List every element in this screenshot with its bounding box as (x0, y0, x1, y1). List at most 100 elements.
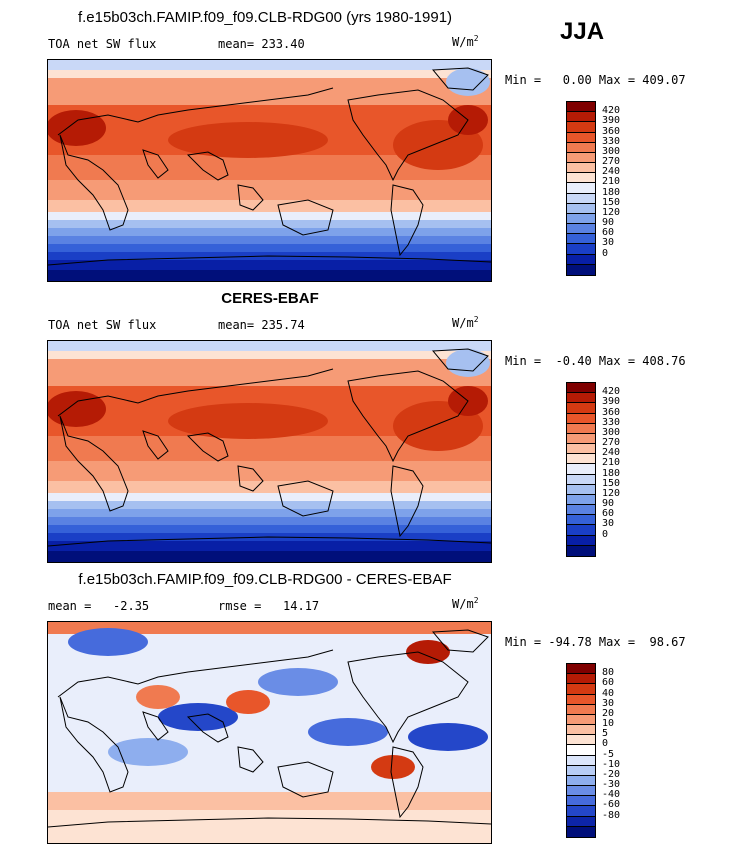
colorbar-cell (567, 535, 595, 546)
panel-3-map (47, 621, 492, 844)
map-field-blob (168, 122, 328, 158)
map-field-blob (168, 403, 328, 439)
colorbar-tick-label: 270 (602, 437, 621, 449)
colorbar-tick-label: -40 (602, 789, 621, 801)
colorbar-cell (567, 403, 595, 414)
colorbar-tick-label: 20 (602, 707, 615, 719)
map-band (48, 481, 491, 493)
coastline (48, 536, 491, 547)
colorbar-cell (567, 142, 595, 153)
colorbar-cell (567, 423, 595, 434)
map-field-blob (446, 68, 490, 96)
coastline (277, 480, 334, 517)
colorbar-cell (567, 173, 595, 184)
season-label: JJA (560, 18, 605, 45)
map-band (48, 228, 491, 236)
colorbar-cell (567, 193, 595, 204)
map-field-blob (371, 755, 415, 779)
colorbar-cell (567, 244, 595, 255)
colorbar-cell (567, 254, 595, 265)
map-band (48, 541, 491, 551)
colorbar-cell (567, 545, 595, 556)
colorbar-cell (567, 213, 595, 225)
coastline (59, 415, 129, 512)
coastline (59, 134, 129, 231)
map-band (48, 244, 491, 252)
colorbar-tick-label: 420 (602, 105, 621, 117)
coastline (390, 746, 424, 819)
colorbar-cell (567, 102, 595, 113)
coastline (347, 89, 469, 182)
panel-3-colorbar (566, 663, 596, 838)
colorbar-cell (567, 755, 595, 766)
colorbar-tick-label: 5 (602, 728, 609, 740)
colorbar-tick-label: 40 (602, 687, 615, 699)
map-field-blob (136, 685, 180, 709)
coastline (347, 370, 469, 463)
colorbar-tick-label: 300 (602, 426, 621, 438)
colorbar-cell (567, 484, 595, 495)
colorbar-tick-label: 150 (602, 477, 621, 489)
colorbar-cell (567, 664, 595, 675)
panel-1-colorbar-ticks: 420 390 360 330 300 270 240 210 180 150 120 90 60 30 0 (600, 101, 640, 274)
panel-1-minmax: Min = 0.00 Max = 409.07 (505, 73, 686, 87)
colorbar-cell (567, 464, 595, 475)
colorbar-cell (567, 132, 595, 143)
panel-2-colorbar (566, 382, 596, 557)
coastline (277, 761, 334, 798)
colorbar-cell (567, 806, 595, 817)
map-band (48, 622, 491, 634)
map-band (48, 351, 491, 359)
colorbar-tick-label: 90 (602, 498, 615, 510)
colorbar-tick-label: 360 (602, 125, 621, 137)
panel-1-mean-label: mean= 233.40 (218, 37, 305, 51)
colorbar-tick-label: 120 (602, 487, 621, 499)
map-field-blob (226, 690, 270, 714)
map-field-blob (308, 718, 388, 746)
panel-3-map-svg (48, 622, 491, 843)
colorbar-tick-label: 60 (602, 508, 615, 520)
colorbar-tick-label: 240 (602, 166, 621, 178)
map-band (48, 461, 491, 481)
map-band (48, 220, 491, 228)
colorbar-cell (567, 234, 595, 245)
colorbar-tick-label: 240 (602, 447, 621, 459)
colorbar-tick-label: 180 (602, 186, 621, 198)
colorbar-tick-label: 420 (602, 386, 621, 398)
panel-3-mean-label: mean = -2.35 (48, 599, 150, 613)
colorbar-tick-label: 270 (602, 156, 621, 168)
panel-2-variable-label: TOA net SW flux (48, 318, 157, 332)
colorbar-tick-label: -80 (602, 809, 621, 821)
coastline (186, 432, 229, 462)
colorbar-tick-label: 30 (602, 697, 615, 709)
map-field-blob (68, 628, 148, 656)
colorbar-cell (567, 515, 595, 526)
panel-1-map-svg (48, 60, 491, 281)
colorbar-tick-label: 120 (602, 206, 621, 218)
map-band (48, 78, 491, 105)
panel-1-title: f.e15b03ch.FAMIP.f09_f09.CLB-RDG00 (yrs … (77, 9, 453, 26)
colorbar-cell (567, 674, 595, 685)
panel-1-map (47, 59, 492, 282)
colorbar-cell (567, 224, 595, 235)
map-band (48, 212, 491, 220)
coastline (57, 649, 334, 698)
coastline (390, 184, 424, 257)
coastline (186, 151, 229, 181)
colorbar-tick-label: 30 (602, 518, 615, 530)
coastline (142, 149, 169, 179)
coastline (237, 465, 264, 492)
colorbar-cell (567, 505, 595, 516)
coastline (431, 67, 489, 91)
panel-3-colorbar-ticks: 80 60 40 30 20 10 5 0 -5 -10 -20 -30 -40 -60 -80 (600, 663, 640, 836)
panel-2-colorbar-ticks: 420 390 360 330 300 270 240 210 180 150 120 90 60 30 0 (600, 382, 640, 555)
map-field-blob (48, 110, 106, 146)
coastline (57, 368, 334, 417)
map-field-blob (158, 703, 238, 731)
map-band (48, 200, 491, 212)
coastline (237, 746, 264, 773)
map-band (48, 359, 491, 386)
colorbar-cell (567, 714, 595, 726)
map-band (48, 236, 491, 244)
colorbar-tick-label: -5 (602, 748, 615, 760)
